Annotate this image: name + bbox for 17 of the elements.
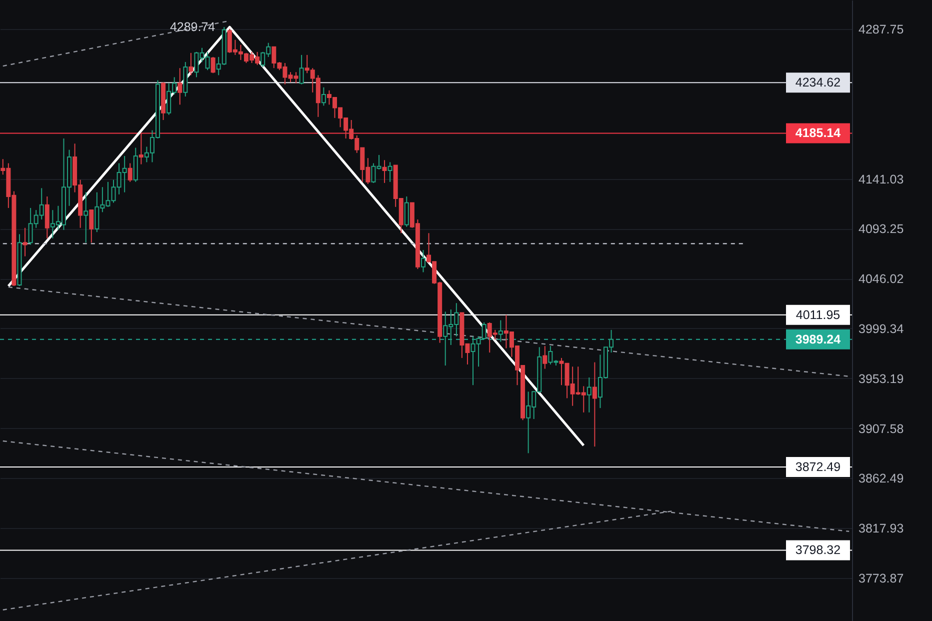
y-tick-label: 3953.19 [858, 372, 904, 386]
y-tick-label: 3817.93 [858, 522, 904, 536]
y-tick-label: 4046.02 [858, 272, 904, 286]
ref-line-label: 3872.49 [795, 460, 841, 474]
ref-line-label: 3798.32 [795, 543, 841, 558]
annotation: 4289.74 [170, 20, 216, 34]
ref-line-label: 4011.95 [796, 308, 840, 322]
y-tick-label: 3907.58 [858, 422, 904, 436]
y-tick-label: 4141.03 [858, 172, 904, 186]
ref-line-label: 4185.14 [795, 126, 841, 140]
y-tick-label: 3862.49 [858, 472, 904, 486]
y-tick-label: 3999.34 [858, 322, 904, 336]
y-tick-label: 4287.75 [858, 22, 904, 37]
y-tick-label: 3773.87 [858, 571, 904, 586]
y-tick-label: 4093.25 [858, 222, 904, 236]
ref-line-label: 3989.24 [795, 332, 841, 346]
ref-line-label: 4234.62 [795, 76, 841, 90]
